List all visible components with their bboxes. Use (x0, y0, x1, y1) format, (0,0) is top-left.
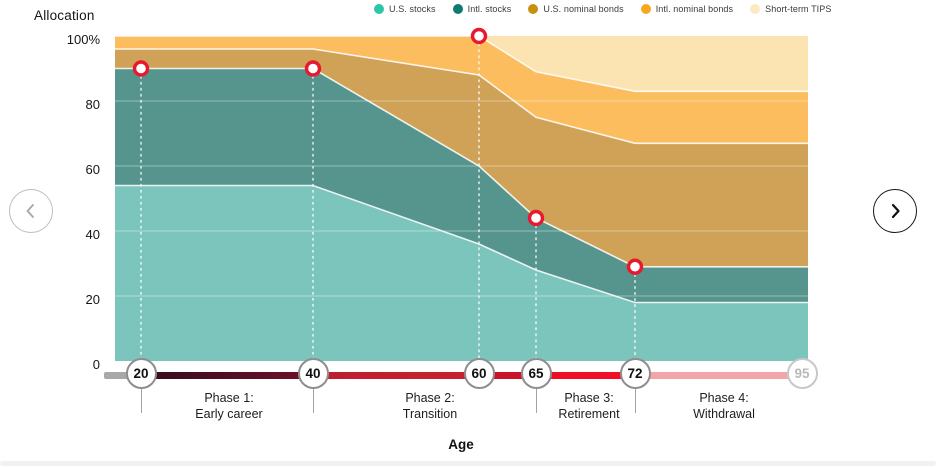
legend-label: U.S. nominal bonds (543, 4, 624, 14)
phase-label-1: Phase 1: Early career (195, 391, 262, 422)
legend-label: Short-term TIPS (765, 4, 832, 14)
legend-item-us_nominal_bonds: U.S. nominal bonds (528, 4, 624, 14)
timeline-segment (313, 372, 479, 379)
timeline-segment (635, 372, 808, 379)
boundary-line (115, 67, 808, 268)
legend-label: U.S. stocks (389, 4, 436, 14)
y-axis-title: Allocation (34, 8, 95, 23)
legend-dot-intl_stocks (452, 4, 463, 14)
legend-dot-us_stocks (374, 4, 384, 14)
phase-label-4: Phase 4: Withdrawal (693, 391, 755, 422)
bottom-divider (0, 461, 936, 466)
phase-title: Phase 3: (564, 391, 614, 405)
y-tick-40: 40 (85, 227, 100, 242)
phase-subtitle: Withdrawal (693, 406, 755, 421)
y-tick-20: 20 (85, 292, 100, 307)
phase-title: Phase 1: (204, 391, 254, 405)
timeline-segment (104, 372, 141, 379)
legend-item-intl_stocks: Intl. stocks (452, 4, 512, 14)
boundary-line (115, 48, 808, 145)
timeline-segment (141, 372, 313, 379)
chart-legend: U.S. stocks Intl. stocks U.S. nominal bond… (374, 4, 832, 14)
y-tick-60: 60 (85, 162, 100, 177)
phase-separator (141, 386, 142, 413)
phase-subtitle: Transition (402, 406, 458, 421)
timeline-segment (536, 372, 635, 379)
x-axis-title: Age (448, 437, 474, 452)
legend-label: Intl. stocks (467, 4, 512, 14)
y-tick-100: 100% (66, 32, 100, 47)
area-short_term_tips (115, 36, 808, 92)
area-intl_stocks (115, 68, 808, 303)
glide-point-marker-age-60 (470, 27, 488, 45)
legend-dot-us_nominal_bonds (528, 4, 539, 14)
boundary-line (115, 35, 808, 93)
area-intl_nominal_bonds (115, 36, 808, 144)
y-tick-80: 80 (85, 97, 100, 112)
legend-item-short_term_tips: Short-term TIPS (750, 4, 831, 14)
phase-separator (313, 386, 314, 413)
age-marker-95: 95 (786, 357, 818, 389)
age-marker-65: 65 (520, 357, 552, 389)
legend-label: Intl. nominal bonds (655, 4, 734, 14)
phase-separator (635, 386, 636, 413)
legend-item-intl_nominal_bonds: Intl. nominal bonds (640, 4, 734, 14)
phase-label-3: Phase 3: Retirement (558, 391, 619, 422)
phase-separator (536, 386, 537, 413)
y-tick-0: 0 (92, 357, 100, 372)
phase-title: Phase 4: (699, 391, 749, 405)
prev-button[interactable] (9, 189, 53, 233)
phase-title: Phase 2: (405, 391, 455, 405)
legend-dot-short_term_tips (750, 4, 761, 14)
phase-subtitle: Early career (195, 406, 263, 421)
legend-dot-intl_nominal_bonds (640, 4, 651, 14)
age-marker-60: 60 (463, 357, 495, 389)
age-marker-40: 40 (297, 357, 329, 389)
chevron-right-icon (891, 203, 900, 219)
timeline-segment (479, 372, 536, 379)
age-marker-72: 72 (619, 357, 651, 389)
boundary-line (115, 184, 808, 304)
age-marker-20: 20 (125, 357, 157, 389)
area-us_nominal_bonds (115, 49, 808, 267)
glide-point-marker-age-65 (527, 209, 545, 227)
next-button[interactable] (873, 189, 917, 233)
glide-point-marker-age-20 (132, 60, 150, 77)
phase-subtitle: Retirement (558, 406, 620, 421)
chevron-left-icon (26, 204, 34, 218)
phase-label-2: Phase 2: Transition (403, 391, 457, 422)
glide-point-marker-age-40 (304, 60, 322, 77)
legend-item-us_stocks: U.S. stocks (374, 4, 436, 14)
glide-point-marker-age-72 (626, 258, 644, 275)
